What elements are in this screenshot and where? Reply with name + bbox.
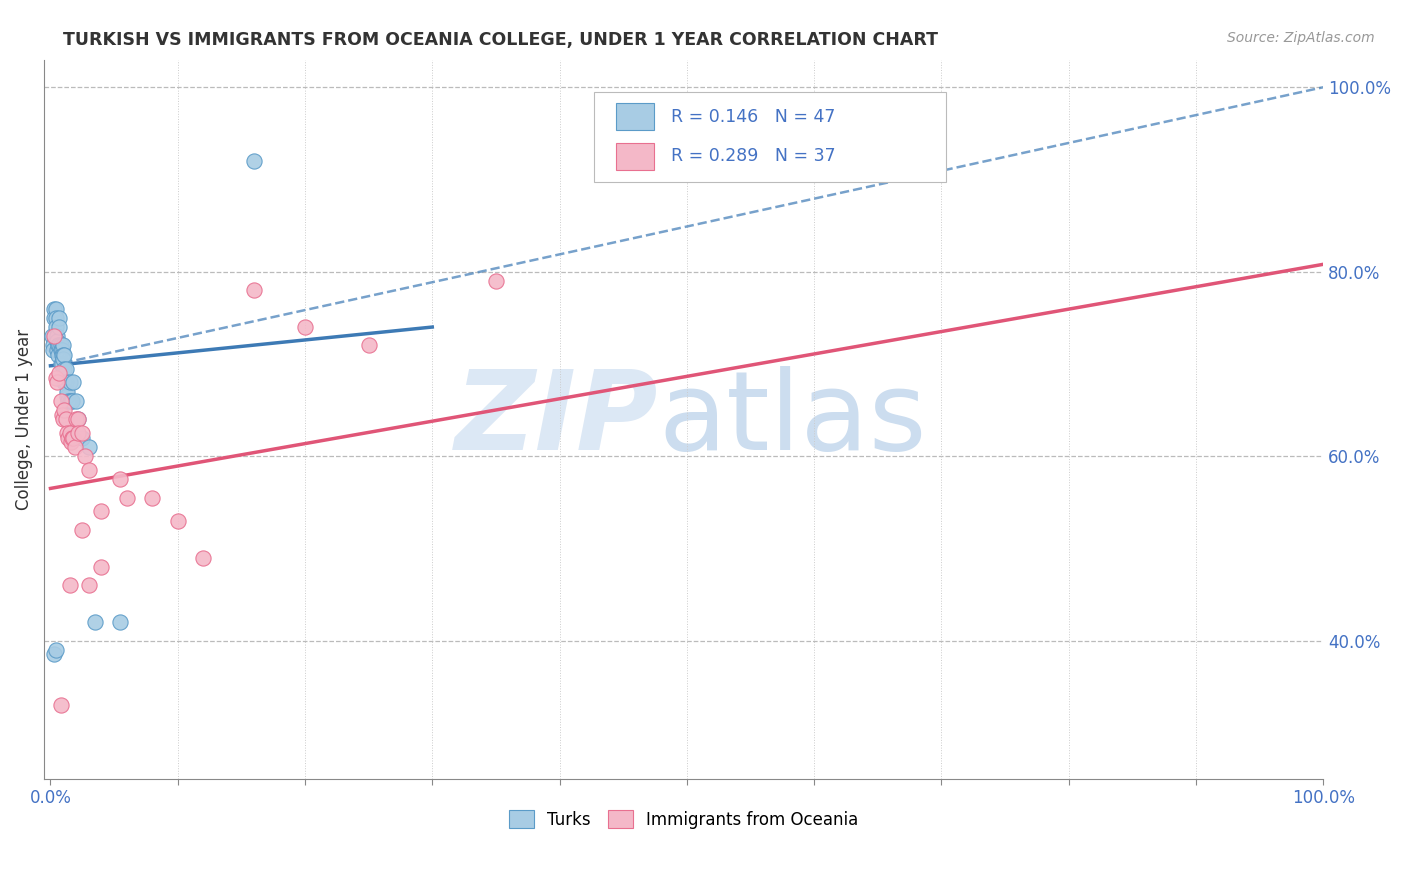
Point (46, 338, 69, 352)
Point (45, 320, 67, 334)
Text: TURKISH VS IMMIGRANTS FROM OCEANIA COLLEGE, UNDER 1 YEAR CORRELATION CHART: TURKISH VS IMMIGRANTS FROM OCEANIA COLLE… (63, 31, 938, 49)
Point (485, 274, 508, 288)
Point (53, 361, 76, 376)
Text: R = 0.289   N = 37: R = 0.289 N = 37 (671, 147, 835, 165)
Point (45, 301, 67, 316)
Point (45, 329, 67, 343)
Point (56, 389, 79, 403)
Point (53, 348, 76, 362)
Point (44, 301, 66, 316)
Point (166, 514, 188, 528)
Point (73, 449, 96, 463)
Point (51, 348, 73, 362)
Point (115, 491, 138, 505)
Point (55, 412, 77, 426)
Bar (616, 143, 654, 170)
Point (62, 431, 84, 445)
Point (49, 343, 72, 357)
Point (45, 642, 67, 657)
Text: Source: ZipAtlas.com: Source: ZipAtlas.com (1227, 31, 1375, 45)
Point (58, 431, 80, 445)
Point (77, 578, 100, 592)
Point (141, 491, 163, 505)
Bar (616, 103, 654, 130)
Point (53, 376, 76, 390)
Point (90, 559, 112, 574)
FancyBboxPatch shape (595, 92, 946, 182)
Point (58, 578, 80, 592)
Point (44, 648, 66, 662)
Point (193, 550, 215, 565)
Point (49, 698, 72, 713)
Point (45, 310, 67, 325)
Point (67, 412, 90, 426)
Point (67, 412, 90, 426)
Point (72, 426, 94, 441)
Point (42, 343, 65, 357)
Point (67, 426, 90, 441)
Y-axis label: College, Under 1 year: College, Under 1 year (15, 328, 32, 510)
Point (72, 523, 94, 537)
Point (51, 357, 73, 371)
Point (48, 338, 70, 352)
Point (55, 376, 77, 390)
Point (45, 334, 67, 348)
Text: ZIP: ZIP (454, 366, 658, 473)
Point (56, 426, 79, 441)
Point (51, 343, 73, 357)
Point (52, 348, 75, 362)
Point (42, 338, 65, 352)
Point (56, 384, 79, 399)
Point (90, 504, 112, 518)
Point (49, 338, 72, 352)
Point (45, 370, 67, 384)
Point (46, 348, 69, 362)
Point (243, 283, 266, 297)
Point (45, 376, 67, 390)
Point (55, 361, 77, 376)
Point (49, 357, 72, 371)
Text: R = 0.146   N = 47: R = 0.146 N = 47 (671, 108, 835, 126)
Point (52, 338, 75, 352)
Point (357, 338, 380, 352)
Point (65, 412, 87, 426)
Point (48, 310, 70, 325)
Point (65, 393, 87, 408)
Point (58, 426, 80, 441)
Point (53, 403, 76, 417)
Legend: Turks, Immigrants from Oceania: Turks, Immigrants from Oceania (502, 804, 865, 835)
Point (77, 440, 100, 454)
Point (45, 343, 67, 357)
Point (62, 376, 84, 390)
Point (52, 352, 75, 367)
Point (48, 320, 70, 334)
Point (41, 329, 63, 343)
Point (58, 393, 80, 408)
Point (58, 393, 80, 408)
Point (51, 408, 73, 422)
Point (110, 472, 132, 486)
Point (44, 329, 66, 343)
Point (48, 366, 70, 380)
Point (63, 440, 86, 454)
Point (84, 615, 107, 629)
Point (60, 393, 83, 408)
Point (110, 615, 132, 629)
Point (44, 310, 66, 325)
Point (243, 154, 266, 169)
Point (72, 431, 94, 445)
Point (59, 393, 82, 408)
Point (294, 320, 316, 334)
Point (49, 393, 72, 408)
Point (58, 376, 80, 390)
Point (52, 412, 75, 426)
Point (77, 463, 100, 477)
Point (59, 435, 82, 450)
Point (60, 431, 83, 445)
Text: atlas: atlas (658, 366, 927, 473)
